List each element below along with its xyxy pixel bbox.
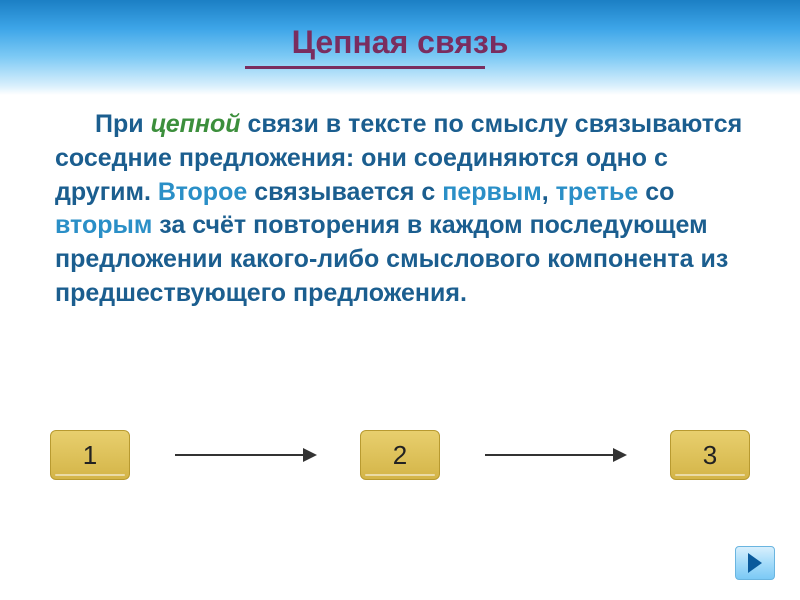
arrow-line-icon <box>175 454 315 456</box>
body-paragraph: При цепной связи в тексте по смыслу связ… <box>55 108 745 311</box>
title-underline <box>245 66 485 69</box>
arrow-line-icon <box>485 454 625 456</box>
body-seg-3: Второе <box>158 178 247 206</box>
next-slide-button[interactable] <box>735 546 775 580</box>
diagram-arrow-2 <box>460 454 650 456</box>
body-seg-5: первым <box>442 178 542 206</box>
diagram-arrow-1 <box>150 454 340 456</box>
triangle-right-icon <box>748 553 762 573</box>
body-seg-10: за счёт повторения в каждом последующем … <box>55 211 728 307</box>
diagram-box-3: 3 <box>670 430 750 480</box>
body-seg-1: цепной <box>151 110 241 138</box>
slide-title: Цепная связь <box>0 24 800 61</box>
diagram-box-1: 1 <box>50 430 130 480</box>
body-seg-6: , <box>542 178 556 206</box>
body-seg-0: При <box>95 110 151 138</box>
slide: Цепная связь При цепной связи в тексте п… <box>0 0 800 600</box>
body-seg-8: со <box>638 178 674 206</box>
diagram-box-2: 2 <box>360 430 440 480</box>
body-seg-9: вторым <box>55 211 152 239</box>
body-seg-7: третье <box>556 178 639 206</box>
chain-diagram: 1 2 3 <box>50 430 750 480</box>
body-seg-4: связывается с <box>247 178 442 206</box>
